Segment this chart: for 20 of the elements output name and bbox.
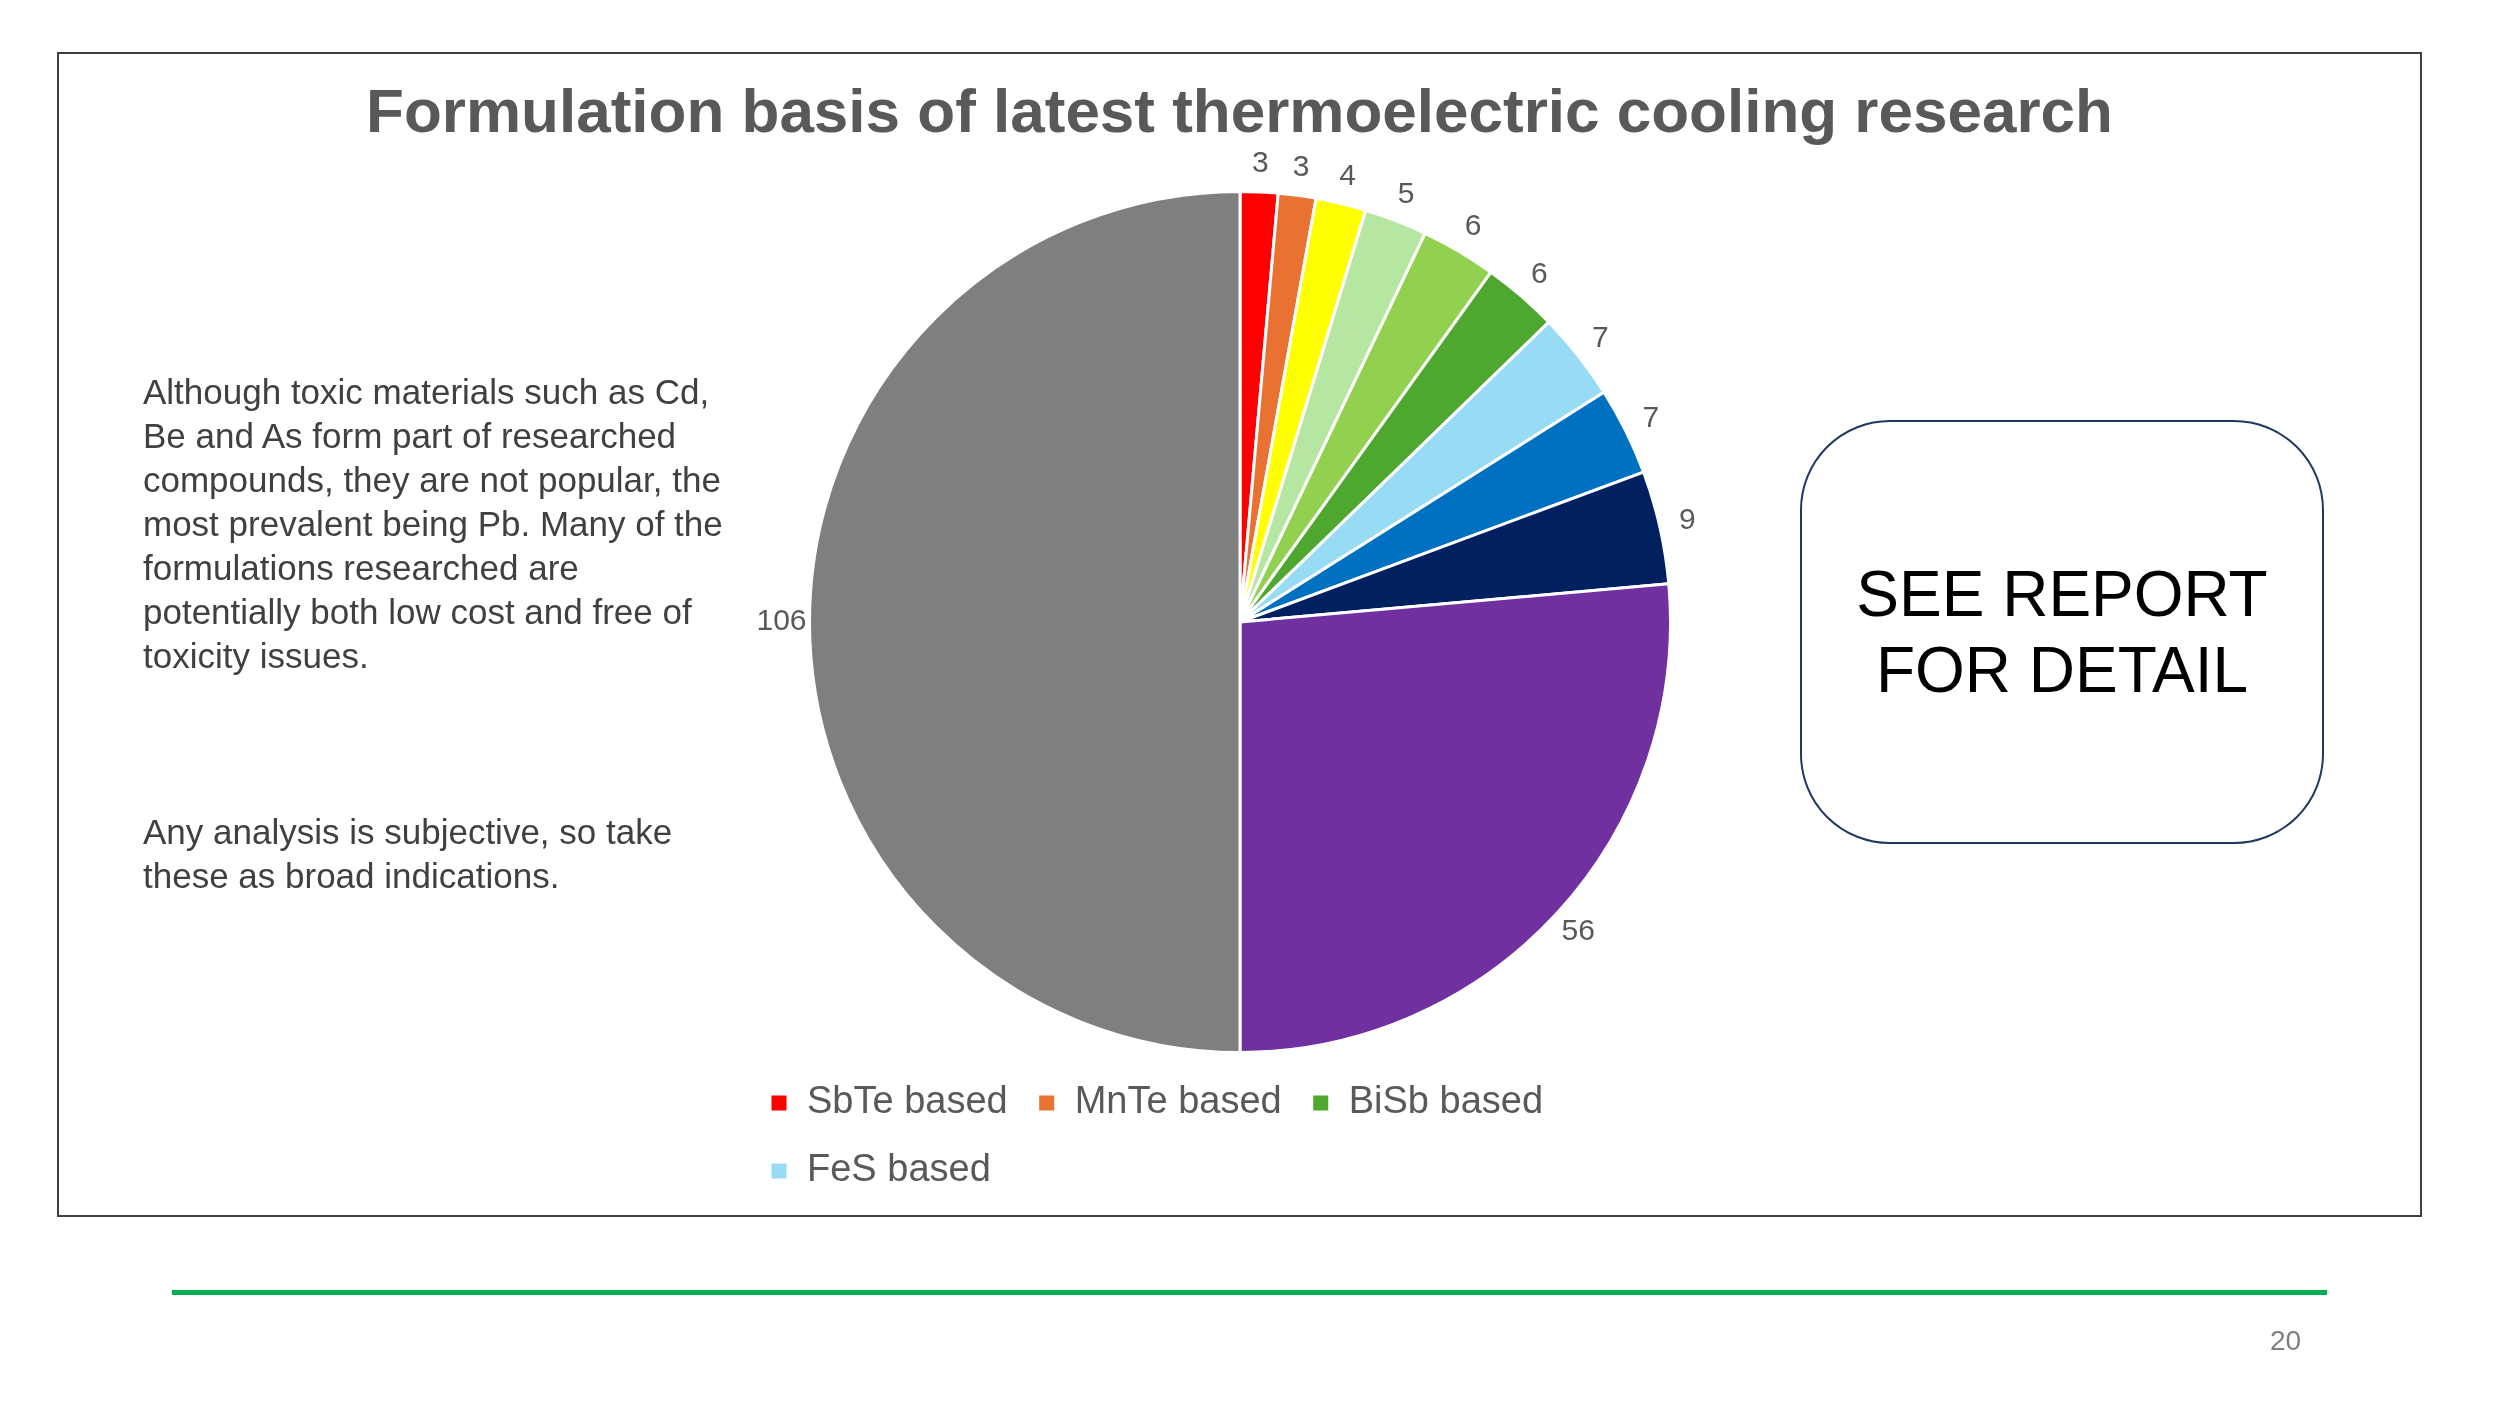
legend-label: SbTe based	[807, 1079, 1008, 1122]
text: 20	[2270, 1325, 2302, 1357]
data-label: 3	[1252, 145, 1269, 179]
chart-title: Formulation basis of latest thermoelectric cooling research	[365, 75, 2114, 146]
data-label: 56	[1561, 912, 1595, 946]
data-label: 106	[756, 603, 807, 637]
data-label: 5	[1397, 175, 1415, 209]
legend-label: FeS based	[807, 1147, 991, 1190]
data-label: 6	[1464, 208, 1482, 242]
legend-label: BiSb based	[1348, 1079, 1544, 1122]
text: Although toxic materials such as Cd, Be and As form part of researched compounds, they are not popular, the most prevalent being Pb. Many of the formulations researched are potentially both low cost and free of toxicity issues.	[143, 371, 723, 677]
data-label: 9	[1678, 502, 1696, 536]
data-label: 6	[1530, 255, 1548, 289]
data-label: 4	[1339, 157, 1357, 191]
data-label: 3	[1292, 148, 1310, 182]
data-label: 7	[1591, 319, 1609, 353]
text: Any analysis is subjective, so take these as broad indications.	[143, 811, 674, 897]
legend-label: MnTe based	[1074, 1079, 1282, 1122]
text: SEE REPORT FOR DETAIL	[1800, 420, 2324, 844]
data-label: 7	[1642, 399, 1660, 433]
